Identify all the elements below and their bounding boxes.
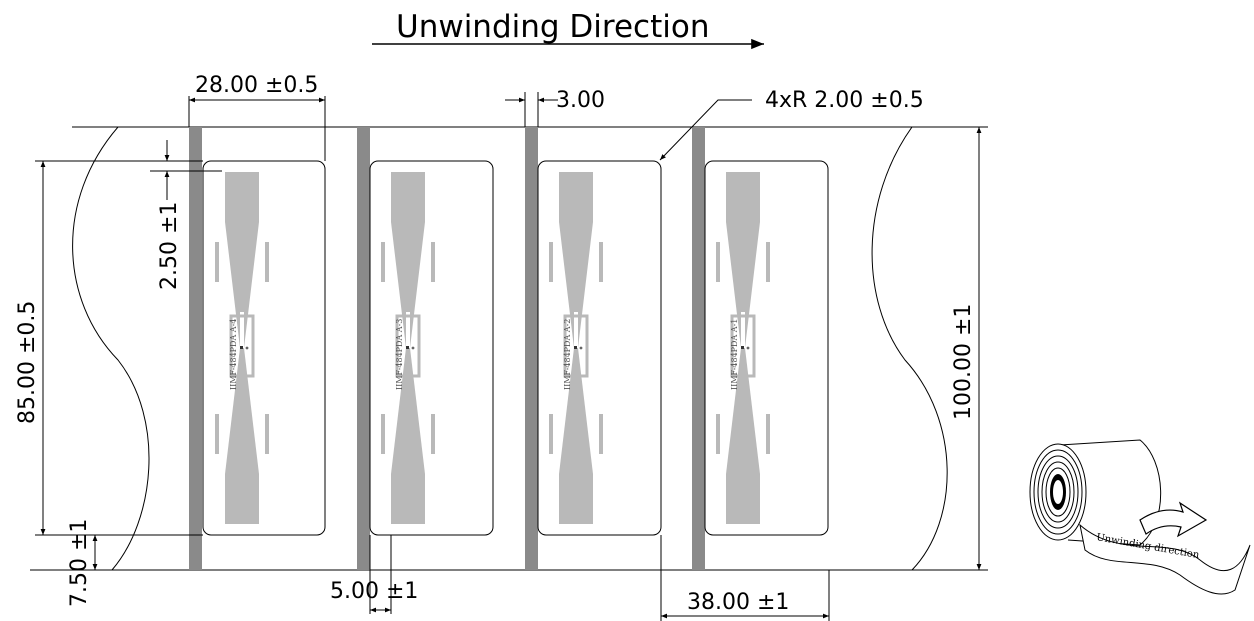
antenna-2 [381,172,435,524]
left-break-line [72,126,150,571]
dim-top-margin-text: 2.50 ±1 [157,202,182,290]
dim-label-height: 85.00 ±0.5 [15,160,203,536]
dim-web-width: 100.00 ±1 [951,126,988,571]
dim-label-gap: 5.00 ±1 [330,535,418,614]
dim-liner-gap: 3.00 [505,88,605,127]
dim-bottom-margin: 7.50 ±1 [67,519,98,607]
label-code-2: IIMF-484PDA A-3 [395,319,404,390]
dim-pitch-gap-text: 28.00 ±0.5 [195,73,318,98]
dim-pitch-gap: 28.00 ±0.5 [188,73,326,161]
dim-label-gap-text: 5.00 ±1 [330,579,418,604]
dim-web-width-text: 100.00 ±1 [951,304,976,420]
dim-corner-radius-text: 4xR 2.00 ±0.5 [765,88,924,113]
dim-label-width-text: 38.00 ±1 [687,590,789,615]
dim-label-width: 38.00 ±1 [660,535,830,621]
liner-strip-2 [357,127,370,570]
label-code-3: IIMF-484PDA A-2 [563,319,572,390]
label-2: IIMF-484PDA A-3 [369,160,494,536]
label-1: IIMF-484PDA A-4 [202,160,326,536]
roll-illustration: Unwinding direction [1029,439,1251,595]
liner-strip-1 [189,127,202,570]
antenna-3 [549,172,603,524]
right-break-line [871,126,948,571]
label-code-4: IIMF-484PDA A-1 [730,319,739,390]
dim-bottom-margin-text: 7.50 ±1 [67,519,92,607]
dim-top-margin: 2.50 ±1 [150,140,222,290]
liner-strip-3 [525,127,538,570]
antenna-1 [215,172,269,524]
label-4: IIMF-484PDA A-1 [704,160,829,536]
dim-label-height-text: 85.00 ±0.5 [15,301,40,424]
diagram-title: Unwinding Direction [396,9,709,45]
liner-strip-4 [692,127,705,570]
label-3: IIMF-484PDA A-2 [537,160,662,536]
dim-corner-radius: 4xR 2.00 ±0.5 [659,88,924,161]
dim-liner-gap-text: 3.00 [556,88,605,113]
antenna-4 [716,172,770,524]
label-code-1: IIMF-484PDA A-4 [229,319,238,390]
